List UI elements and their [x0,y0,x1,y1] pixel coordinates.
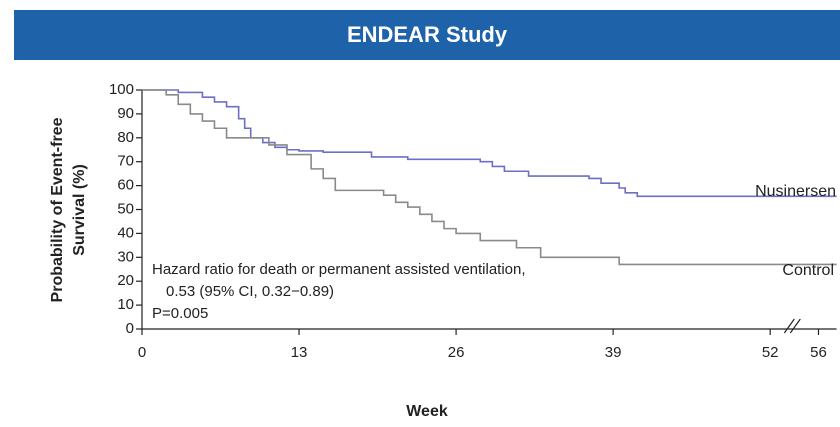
y-tick-label: 50 [117,200,134,217]
annotation: 0.53 (95% CI, 0.32−0.89) [166,283,334,300]
x-tick-label: 13 [291,344,308,361]
x-tick-label: 52 [762,344,779,361]
y-axis-label: Survival (%) [71,164,88,256]
title-banner [14,10,840,60]
x-tick-label: 26 [448,344,465,361]
y-tick-label: 20 [117,272,134,289]
y-tick-label: 70 [117,153,134,170]
annotation: P=0.005 [152,305,208,322]
y-tick-label: 10 [117,296,134,313]
legend-label: Nusinersen [755,183,836,200]
legend-label: Control [782,262,834,279]
y-tick-label: 80 [117,129,134,146]
y-tick-label: 40 [117,224,134,241]
y-tick-label: 60 [117,177,134,194]
y-tick-label: 100 [109,81,134,98]
y-axis-label: Probability of Event-free [49,117,66,302]
axis-break [789,318,801,334]
axis-break [783,318,795,334]
x-tick-label: 39 [605,344,622,361]
chart-title: ENDEAR Study [347,22,508,47]
y-tick-label: 90 [117,105,134,122]
x-tick-label: 56 [810,344,827,361]
y-tick-label: 0 [126,320,134,337]
y-tick-label: 30 [117,248,134,265]
x-tick-label: 0 [138,344,146,361]
annotation: Hazard ratio for death or permanent assi… [152,261,526,278]
survival-curve [142,89,837,198]
x-axis-label: Week [406,403,448,420]
survival-curve [142,89,837,266]
